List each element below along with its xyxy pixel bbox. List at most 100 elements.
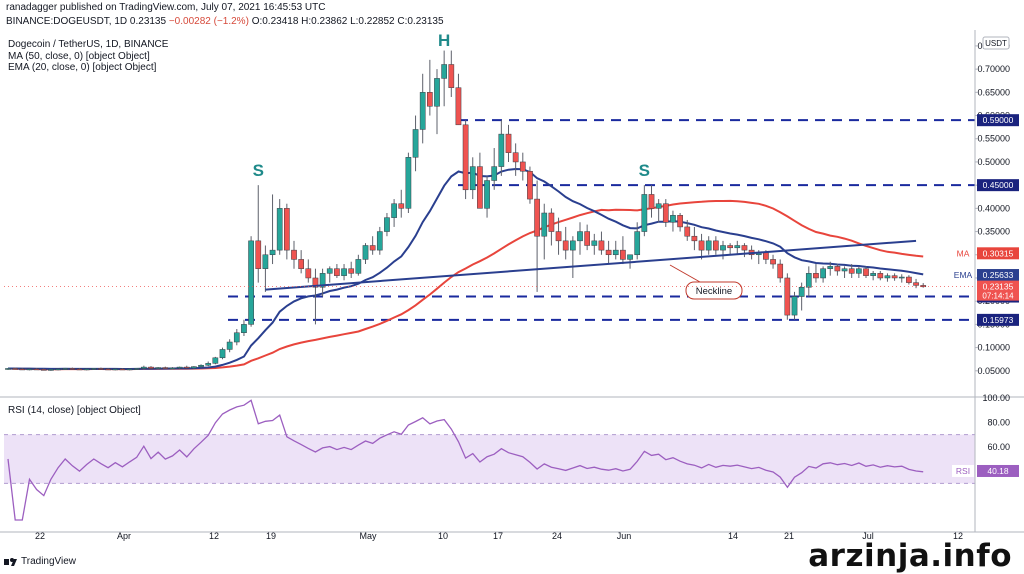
candle[interactable] [298,250,304,274]
candle[interactable] [105,368,111,371]
candle[interactable] [441,50,447,107]
candle[interactable] [212,356,219,365]
candle[interactable] [898,274,905,283]
candle[interactable] [891,273,898,281]
candle[interactable] [562,226,569,260]
candle[interactable] [863,266,869,278]
candle[interactable] [791,291,798,320]
candle[interactable] [119,368,126,371]
candle[interactable] [634,222,641,260]
candle[interactable] [33,368,40,371]
candle[interactable] [312,268,319,325]
candle[interactable] [48,368,54,371]
candle[interactable] [906,275,912,285]
candle[interactable] [233,329,240,346]
rsi-pane[interactable]: RSI (14, close) [object Object] [4,398,975,521]
candle[interactable] [641,185,648,237]
candle[interactable] [570,236,576,278]
candle[interactable] [5,368,11,370]
candle[interactable] [276,199,283,255]
candle[interactable] [884,273,891,282]
candle[interactable] [90,368,97,370]
candle[interactable] [83,368,90,371]
candle[interactable] [856,266,862,278]
candle[interactable] [577,222,583,255]
candle[interactable] [448,50,455,97]
candle[interactable] [820,266,826,283]
candle[interactable] [519,152,526,181]
candle[interactable] [155,367,162,370]
candle[interactable] [341,264,347,281]
candle[interactable] [512,143,519,176]
candle[interactable] [319,268,326,297]
candle[interactable] [491,148,498,190]
candle[interactable] [848,264,855,278]
candle[interactable] [427,59,433,116]
candle[interactable] [605,240,612,265]
candle[interactable] [477,152,483,209]
candle[interactable] [505,124,512,162]
candle[interactable] [834,264,841,276]
candle[interactable] [191,366,197,369]
candle[interactable] [176,366,183,369]
candle[interactable] [813,264,819,283]
candle[interactable] [112,368,119,371]
candle[interactable] [376,226,383,255]
candle[interactable] [741,243,748,258]
candle[interactable] [591,233,598,255]
candle[interactable] [348,261,355,278]
candle[interactable] [226,339,233,353]
candle[interactable] [162,366,169,369]
candle[interactable] [62,368,69,370]
candle[interactable] [462,120,469,200]
currency-box[interactable] [982,36,1010,50]
rsi-line[interactable] [7,399,924,521]
candle[interactable] [205,361,212,367]
candle[interactable] [777,259,784,283]
candle[interactable] [198,364,204,368]
candle[interactable] [412,115,419,172]
candle[interactable] [469,157,476,200]
tradingview-logo[interactable]: TradingView [4,556,76,567]
candle[interactable] [827,261,834,276]
candle[interactable] [183,365,190,369]
candle[interactable] [241,319,247,336]
candle[interactable] [291,240,297,269]
candle[interactable] [248,236,254,327]
candle[interactable] [798,282,805,311]
candle[interactable] [527,166,533,204]
candle[interactable] [734,240,741,255]
candle[interactable] [40,368,47,371]
candle[interactable] [770,254,776,269]
candle[interactable] [555,217,562,255]
candle[interactable] [713,236,719,255]
candle[interactable] [684,219,691,241]
candle[interactable] [484,175,490,218]
candle[interactable] [148,366,154,369]
candle[interactable] [326,266,333,283]
candle[interactable] [269,194,276,265]
candle[interactable] [705,236,712,255]
candle[interactable] [398,189,405,218]
candle[interactable] [698,233,705,260]
candle[interactable] [691,226,698,251]
candle[interactable] [598,231,605,255]
candle[interactable] [720,240,726,260]
candle[interactable] [255,185,262,283]
candle[interactable] [419,73,426,144]
candle[interactable] [133,368,140,370]
candle[interactable] [620,236,626,265]
candle[interactable] [362,243,369,265]
neckline[interactable] [265,239,917,291]
candle[interactable] [262,245,269,292]
candle[interactable] [98,367,104,370]
candle[interactable] [870,271,876,281]
candle[interactable] [126,368,133,371]
candle[interactable] [498,120,505,176]
candle[interactable] [305,259,312,283]
candle[interactable] [284,203,290,260]
candle[interactable] [920,283,927,288]
candle[interactable] [548,208,555,246]
candle[interactable] [219,347,226,360]
